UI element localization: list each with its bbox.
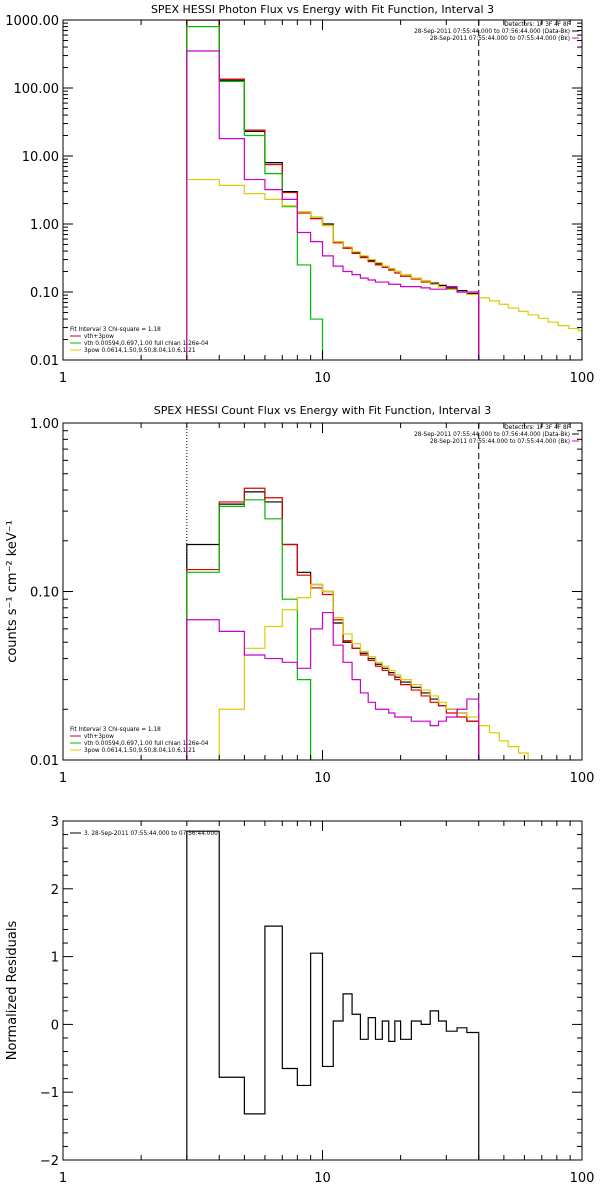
- x-tick-label: 10: [314, 1171, 331, 1186]
- series-vth-3pow: [186, 20, 480, 360]
- y-tick-label: 0.10: [30, 586, 59, 601]
- y-tick-label: 0.10: [30, 286, 59, 301]
- y-tick-label: 0.01: [30, 354, 59, 369]
- series-data-bk: [186, 20, 480, 360]
- x-tick-label: 1: [59, 771, 67, 786]
- y-tick-label: 2: [51, 883, 59, 898]
- legend-top-entry: 28-Sep-2011 07:55:44.000 to 07:56:44.000…: [414, 432, 570, 438]
- y-axis-label: counts s⁻¹ cm⁻² keV⁻¹: [5, 520, 20, 663]
- chart-photon-flux: SPEX HESSI Photon Flux vs Energy with Fi…: [5, 3, 594, 386]
- legend-top-entry: Detectors: 1F 3F 4F 8F: [504, 425, 570, 431]
- series-vth: [186, 25, 324, 360]
- legend-entry: vth+3pow: [84, 734, 114, 740]
- y-tick-label: 100.00: [14, 82, 60, 97]
- series-group: [186, 20, 582, 360]
- y-tick-label: 3: [51, 815, 59, 830]
- series-group: [186, 830, 480, 1160]
- legend-fit-header: Fit Interval 3 Chi-square = 1.18: [70, 327, 161, 333]
- y-tick-label: 1000.00: [5, 14, 59, 29]
- legend-top-entry: Detectors: 1F 3F 4F 8F: [504, 22, 570, 28]
- series-3pow: [186, 178, 582, 360]
- x-tick-label: 10: [314, 771, 331, 786]
- legend-entry: vth+3pow: [84, 334, 114, 340]
- legend-top-entry: 28-Sep-2011 07:55:44.000 to 07:56:44.000…: [414, 29, 570, 35]
- x-tick-label: 100: [570, 371, 595, 386]
- legend-entry: 3pow 0.0614,1.50,9.50,8.04,10.6,1.21: [84, 748, 196, 754]
- y-tick-label: 1.00: [30, 218, 59, 233]
- x-tick-label: 10: [314, 371, 331, 386]
- series-group: [186, 487, 529, 760]
- chart-title: SPEX HESSI Photon Flux vs Energy with Fi…: [151, 3, 494, 16]
- legend-top-entry: 28-Sep-2011 07:55:44.000 to 07:55:44.000…: [430, 36, 570, 42]
- legend-top-entry: 28-Sep-2011 07:55:44.000 to 07:55:44.000…: [430, 439, 570, 445]
- y-tick-label: 10.00: [22, 150, 59, 165]
- series-bk: [186, 50, 480, 360]
- chart-count-flux: SPEX HESSI Count Flux vs Energy with Fit…: [5, 404, 595, 786]
- y-tick-label: −1: [40, 1086, 59, 1101]
- axes-frame: [62, 19, 583, 361]
- legend-entry: 3. 28-Sep-2011 07:55:44.000 to 07:56:44.…: [84, 831, 218, 837]
- legend-entry: 3pow 0.0614,1.50,9.50,8.04,10.6,1.21: [84, 348, 196, 354]
- y-tick-label: 1: [51, 951, 59, 966]
- x-tick-label: 100: [570, 1171, 595, 1186]
- x-tick-label: 1: [59, 371, 67, 386]
- series-residuals: [186, 830, 480, 1160]
- y-tick-label: 0.01: [30, 754, 59, 769]
- y-tick-label: 1.00: [30, 417, 59, 432]
- y-tick-label: 0: [51, 1018, 59, 1033]
- series-vth: [186, 499, 312, 760]
- series-3pow: [218, 583, 529, 760]
- legend-entry: vth 0.00594,0.697,1.00 full chian 1.26e-…: [84, 741, 209, 747]
- legend-entry: vth 0.00594,0.697,1.00 full chian 1.26e-…: [84, 341, 209, 347]
- chart-title: SPEX HESSI Count Flux vs Energy with Fit…: [154, 404, 491, 417]
- x-tick-label: 1: [59, 1171, 67, 1186]
- legend-fit-header: Fit Interval 3 Chi-square = 1.18: [70, 727, 161, 733]
- x-tick-label: 100: [570, 771, 595, 786]
- y-axis-label: Normalized Residuals: [5, 921, 20, 1061]
- y-tick-label: −2: [40, 1154, 59, 1169]
- series-bk: [186, 611, 480, 760]
